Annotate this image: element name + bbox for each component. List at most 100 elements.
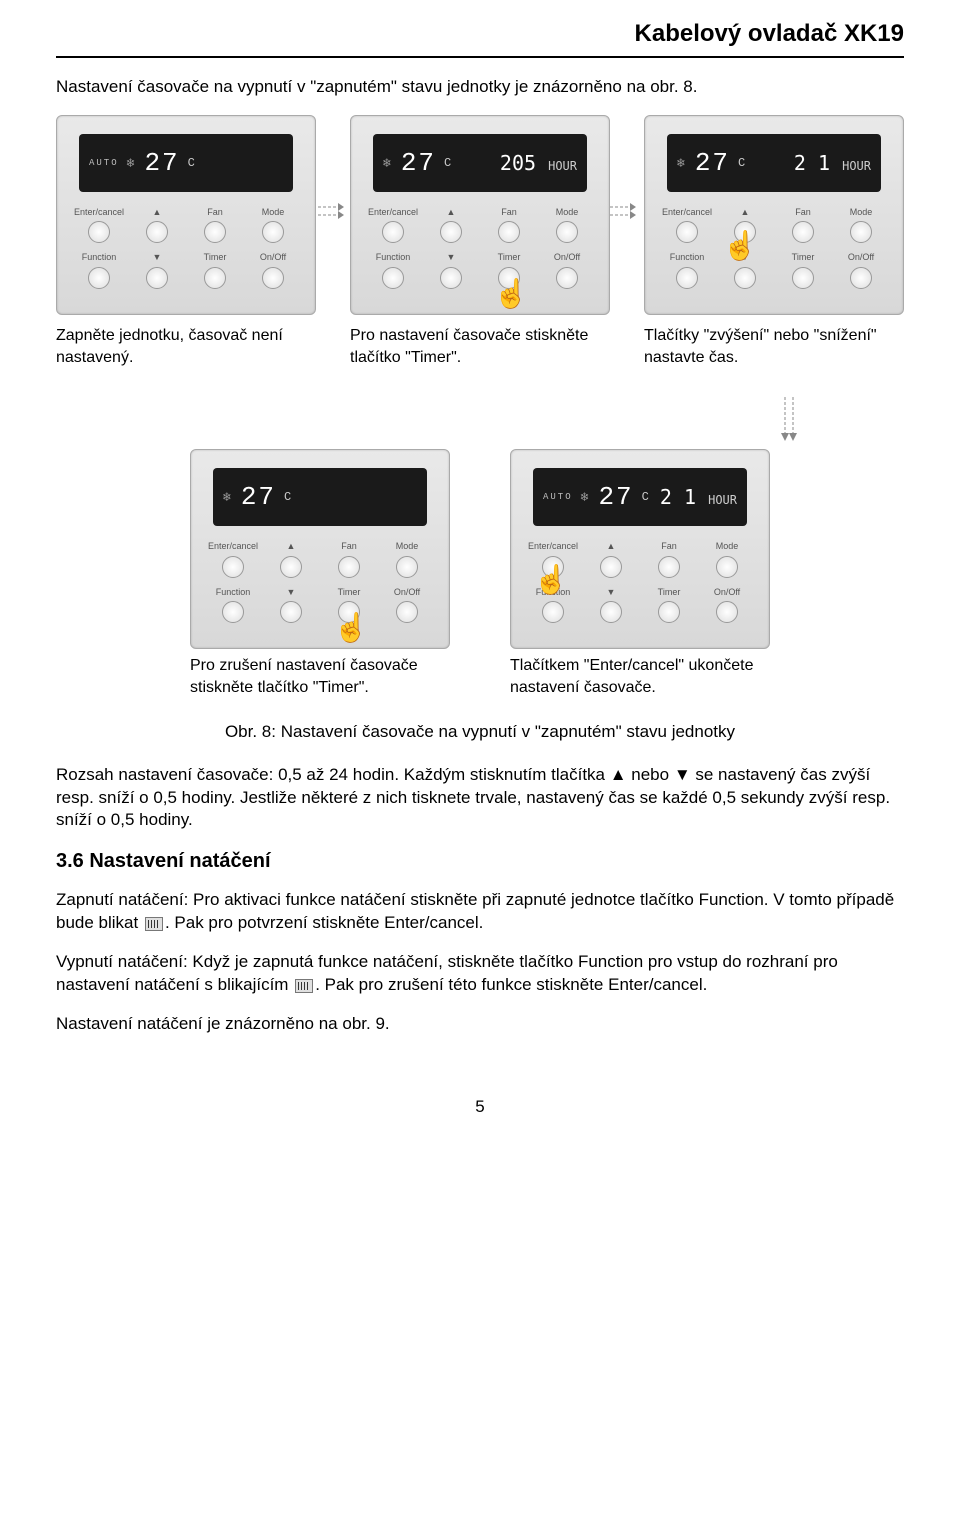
controller-panel-4: ❄ 27C Enter/cancel ▲ Fan Mode Function ▼ <box>190 449 450 649</box>
down-button[interactable] <box>734 267 756 289</box>
btn-label-function: Function <box>82 251 117 263</box>
body2b: . Pak pro potvrzení stiskněte Enter/canc… <box>165 913 483 932</box>
lcd2-tag: HOUR <box>548 159 577 173</box>
timer-button[interactable] <box>792 267 814 289</box>
enter-cancel-button[interactable] <box>382 221 404 243</box>
lcd4-unit: C <box>284 489 293 505</box>
down-button[interactable] <box>600 601 622 623</box>
lcd1-unit: C <box>188 155 197 171</box>
timer-button[interactable] <box>658 601 680 623</box>
enter-cancel-button[interactable] <box>222 556 244 578</box>
fan-button[interactable] <box>338 556 360 578</box>
fan-button[interactable] <box>658 556 680 578</box>
btn-label-down: ▼ <box>153 251 162 263</box>
onoff-button[interactable] <box>396 601 418 623</box>
arrow-down <box>56 397 798 448</box>
button-grid: Enter/cancel ▲ Fan Mode Function ▼ Timer… <box>207 540 433 630</box>
mode-button[interactable] <box>716 556 738 578</box>
function-button[interactable] <box>676 267 698 289</box>
down-button[interactable] <box>146 267 168 289</box>
arrow-right-2 <box>610 205 636 217</box>
timer-button[interactable] <box>498 267 520 289</box>
mode-button[interactable] <box>396 556 418 578</box>
snowflake-icon: ❄ <box>223 489 233 507</box>
snowflake-icon: ❄ <box>383 155 393 173</box>
lcd3-temp: 27 <box>695 146 730 181</box>
page-number: 5 <box>56 1096 904 1119</box>
btn-label-timer: Timer <box>204 251 227 263</box>
fan-button[interactable] <box>498 221 520 243</box>
body-paragraph-1: Rozsah nastavení časovače: 0,5 až 24 hod… <box>56 764 904 833</box>
lcd1-auto: AUTO <box>89 157 119 169</box>
caption-4: Pro zrušení nastavení časovače stiskněte… <box>190 655 450 698</box>
up-button[interactable] <box>440 221 462 243</box>
lcd3-tag: HOUR <box>842 159 871 173</box>
timer-button[interactable] <box>204 267 226 289</box>
captions-row-2: Pro zrušení nastavení časovače stiskněte… <box>56 655 904 698</box>
btn-label-onoff: On/Off <box>260 251 286 263</box>
lcd-5: AUTO ❄ 27C 2 1 HOUR <box>533 468 747 526</box>
mode-button[interactable] <box>262 221 284 243</box>
button-grid: Enter/cancel ▲ Fan Mode Function ▼ Timer… <box>661 206 887 296</box>
body3b: . Pak pro zrušení této funkce stiskněte … <box>315 975 707 994</box>
mode-button[interactable] <box>850 221 872 243</box>
btn-label-up: ▲ <box>153 206 162 218</box>
controller-panel-5: AUTO ❄ 27C 2 1 HOUR Enter/cancel ▲ Fan M… <box>510 449 770 649</box>
fan-button[interactable] <box>792 221 814 243</box>
button-grid: Enter/cancel ▲ Fan Mode Function ▼ Timer… <box>367 206 593 296</box>
function-button[interactable] <box>88 267 110 289</box>
page-title: Kabelový ovladač XK19 <box>56 18 904 56</box>
lcd2-unit: C <box>444 155 453 171</box>
enter-cancel-button[interactable] <box>542 556 564 578</box>
body-paragraph-4: Nastavení natáčení je znázorněno na obr.… <box>56 1013 904 1036</box>
snowflake-icon: ❄ <box>677 155 687 173</box>
snowflake-icon: ❄ <box>581 489 591 507</box>
lcd3-right: 2 1 <box>794 151 830 175</box>
lcd5-unit: C <box>642 489 651 505</box>
function-button[interactable] <box>382 267 404 289</box>
section-heading: 3.6 Nastavení natáčení <box>56 848 904 875</box>
btn-label-fan: Fan <box>207 206 223 218</box>
lcd2-right: 205 <box>500 151 536 175</box>
onoff-button[interactable] <box>716 601 738 623</box>
arrow-right-1 <box>318 205 344 217</box>
lcd3-unit: C <box>738 155 747 171</box>
up-button[interactable] <box>734 221 756 243</box>
caption-2: Pro nastavení časovače stiskněte tlačítk… <box>350 325 610 368</box>
down-button[interactable] <box>440 267 462 289</box>
enter-cancel-button[interactable] <box>676 221 698 243</box>
btn-label-enter: Enter/cancel <box>74 206 124 218</box>
snowflake-icon: ❄ <box>127 155 137 173</box>
onoff-button[interactable] <box>556 267 578 289</box>
fan-button[interactable] <box>204 221 226 243</box>
lcd5-right: 2 1 <box>660 485 696 509</box>
up-button[interactable] <box>600 556 622 578</box>
header-rule <box>56 56 904 58</box>
button-grid: Enter/cancel ▲ Fan Mode Function ▼ Timer… <box>527 540 753 630</box>
caption-3: Tlačítky "zvýšení" nebo "snížení" nastav… <box>644 325 904 368</box>
btn-label-mode: Mode <box>262 206 285 218</box>
down-button[interactable] <box>280 601 302 623</box>
function-button[interactable] <box>222 601 244 623</box>
figure-row-1: AUTO ❄ 27C Enter/cancel ▲ Fan Mode Funct… <box>56 115 904 315</box>
up-button[interactable] <box>146 221 168 243</box>
enter-cancel-button[interactable] <box>88 221 110 243</box>
lcd5-auto: AUTO <box>543 491 573 503</box>
lcd5-tag: HOUR <box>708 493 737 507</box>
lcd-1: AUTO ❄ 27C <box>79 134 293 192</box>
lcd4-temp: 27 <box>241 480 276 515</box>
onoff-button[interactable] <box>850 267 872 289</box>
mode-button[interactable] <box>556 221 578 243</box>
lcd-2: ❄ 27 C 205 HOUR <box>373 134 587 192</box>
onoff-button[interactable] <box>262 267 284 289</box>
lcd-4: ❄ 27 C <box>213 468 427 526</box>
controller-panel-1: AUTO ❄ 27C Enter/cancel ▲ Fan Mode Funct… <box>56 115 316 315</box>
body-paragraph-3: Vypnutí natáčení: Když je zapnutá funkce… <box>56 951 904 997</box>
up-button[interactable] <box>280 556 302 578</box>
timer-button[interactable] <box>338 601 360 623</box>
function-button[interactable] <box>542 601 564 623</box>
lcd2-temp: 27 <box>401 146 436 181</box>
swing-icon <box>295 979 313 993</box>
controller-panel-3: ❄ 27 C 2 1 HOUR Enter/cancel ▲ Fan Mode F… <box>644 115 904 315</box>
captions-row-1: Zapněte jednotku, časovač není nastavený… <box>56 325 904 368</box>
